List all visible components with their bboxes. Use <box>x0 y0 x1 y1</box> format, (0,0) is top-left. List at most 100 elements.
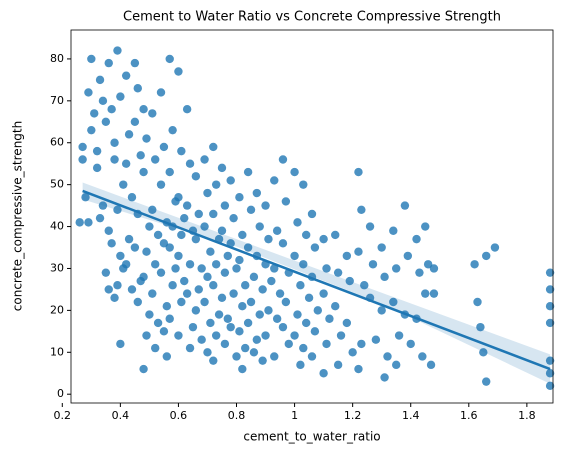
point <box>296 360 305 370</box>
point <box>148 289 157 298</box>
point <box>545 381 555 391</box>
point <box>182 201 192 210</box>
point <box>206 247 215 256</box>
point <box>124 234 134 244</box>
confidence-band <box>82 182 551 384</box>
point <box>159 239 169 248</box>
point <box>255 310 264 319</box>
point <box>249 348 259 357</box>
y-tick-label: 40 <box>50 220 64 233</box>
point <box>220 201 230 210</box>
point <box>174 67 183 76</box>
point <box>162 352 172 361</box>
point <box>124 130 134 139</box>
point <box>165 54 174 64</box>
point <box>185 260 195 269</box>
point <box>299 343 308 353</box>
point <box>200 297 209 307</box>
point <box>333 360 343 370</box>
point <box>421 222 430 231</box>
point <box>203 188 212 198</box>
point <box>197 335 206 344</box>
point <box>130 58 140 68</box>
point <box>235 327 244 336</box>
point <box>403 251 413 261</box>
point <box>360 281 369 290</box>
point <box>142 134 151 143</box>
point <box>101 117 111 126</box>
point <box>313 306 323 315</box>
point <box>310 327 320 336</box>
point <box>121 71 131 80</box>
point <box>78 142 87 152</box>
point <box>272 226 282 235</box>
point <box>191 234 201 244</box>
point <box>104 226 113 235</box>
point <box>95 213 105 223</box>
point <box>110 155 119 164</box>
point <box>429 289 439 298</box>
point <box>220 268 230 277</box>
point <box>188 322 198 332</box>
point <box>325 314 334 323</box>
point <box>211 180 221 189</box>
point <box>490 243 500 252</box>
point <box>203 348 212 357</box>
point <box>258 285 267 294</box>
point <box>255 222 264 231</box>
point <box>232 352 241 361</box>
point <box>217 163 227 173</box>
point <box>130 243 140 252</box>
point <box>75 218 84 227</box>
point <box>194 209 203 219</box>
point <box>545 356 555 365</box>
point <box>238 301 247 311</box>
point <box>113 205 122 214</box>
point <box>145 310 154 319</box>
point <box>127 285 137 294</box>
point <box>371 335 381 344</box>
point <box>81 193 90 202</box>
point <box>104 58 113 68</box>
point <box>98 96 108 106</box>
point <box>177 297 186 307</box>
point <box>243 167 253 177</box>
point <box>345 276 354 286</box>
point <box>78 155 87 164</box>
point <box>235 193 244 202</box>
point <box>136 151 145 160</box>
point <box>182 105 192 114</box>
point <box>252 335 262 344</box>
point <box>159 327 169 336</box>
point <box>296 281 305 290</box>
x-tick-label: 0.2 <box>54 409 72 422</box>
point <box>319 234 328 244</box>
point <box>133 84 142 93</box>
regression-line <box>82 189 551 371</box>
point <box>482 251 491 261</box>
point <box>177 230 186 240</box>
y-tick-label: 50 <box>50 178 64 191</box>
y-tick-label: 0 <box>57 387 64 400</box>
point <box>377 306 386 315</box>
point <box>243 318 253 328</box>
point <box>142 331 151 340</box>
point <box>270 264 279 273</box>
point <box>168 125 177 135</box>
point <box>121 159 131 168</box>
point <box>333 268 343 277</box>
point <box>392 264 401 273</box>
point <box>194 285 203 294</box>
point <box>545 285 555 294</box>
point <box>368 260 378 269</box>
point <box>336 331 346 340</box>
point <box>278 322 288 332</box>
point <box>354 167 363 177</box>
point <box>209 209 218 219</box>
x-tick-label: 1 <box>291 409 298 422</box>
point <box>206 318 215 328</box>
point <box>293 218 302 227</box>
point <box>130 117 140 126</box>
y-tick-label: 70 <box>50 94 64 107</box>
